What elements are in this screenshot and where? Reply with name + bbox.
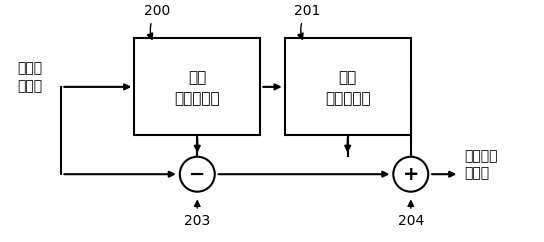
Circle shape <box>393 157 428 192</box>
Text: 第二: 第二 <box>338 70 357 85</box>
Text: 201: 201 <box>294 4 321 39</box>
Bar <box>285 38 411 135</box>
Text: 时域延迟器: 时域延迟器 <box>325 91 370 106</box>
Text: 203: 203 <box>184 201 211 228</box>
Text: 200: 200 <box>144 4 170 39</box>
Text: +: + <box>403 165 419 184</box>
Circle shape <box>180 157 215 192</box>
Text: −: − <box>189 165 206 184</box>
Bar <box>134 38 261 135</box>
Text: 时域延迟器: 时域延迟器 <box>175 91 220 106</box>
Text: 第一: 第一 <box>188 70 206 85</box>
Text: 补偿后数
据输出: 补偿后数 据输出 <box>464 149 498 180</box>
Text: 原始数
据输入: 原始数 据输入 <box>18 61 43 93</box>
Text: 204: 204 <box>398 201 424 228</box>
